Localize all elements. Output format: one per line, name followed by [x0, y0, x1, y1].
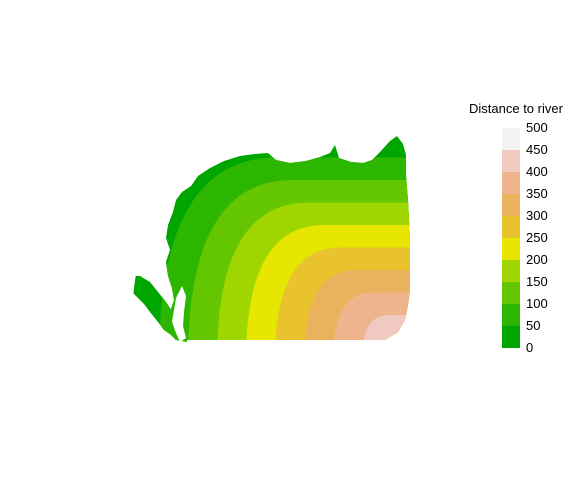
legend-tick-label: 500 — [526, 120, 548, 135]
legend-swatch-350-400 — [502, 172, 520, 194]
legend: Distance to river 500 450 400 350 300 250 200 1… — [466, 100, 576, 360]
legend-swatch-0-50 — [502, 326, 520, 348]
legend-tick-label: 400 — [526, 164, 548, 179]
legend-swatch-300-350 — [502, 194, 520, 216]
legend-swatch-50-100 — [502, 304, 520, 326]
legend-swatch-400-450 — [502, 150, 520, 172]
legend-tick-label: 150 — [526, 274, 548, 289]
legend-tick-label: 250 — [526, 230, 548, 245]
legend-tick-label: 300 — [526, 208, 548, 223]
legend-swatch-100-150 — [502, 282, 520, 304]
distance-zone-450-500 — [391, 337, 410, 342]
legend-tick-label: 50 — [526, 318, 541, 333]
legend-tick-label: 0 — [526, 340, 534, 355]
legend-swatch-250-300 — [502, 216, 520, 238]
legend-title: Distance to river — [469, 101, 563, 116]
distance-zone-400-450 — [362, 315, 410, 342]
legend-tick-label: 200 — [526, 252, 548, 267]
legend-swatch-150-200 — [502, 260, 520, 282]
legend-swatch-450-500 — [502, 128, 520, 150]
legend-swatch-200-250 — [502, 238, 520, 260]
legend-tick-label: 100 — [526, 296, 548, 311]
legend-tick-label: 450 — [526, 142, 548, 157]
legend-tick-label: 350 — [526, 186, 548, 201]
